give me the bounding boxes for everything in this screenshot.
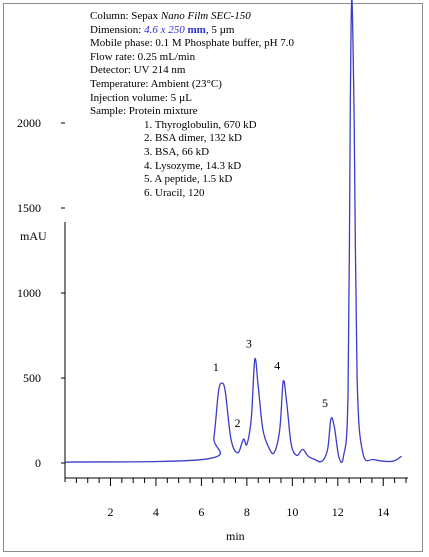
y-tick-label: 500 [23,371,41,385]
figure-frame [3,3,423,552]
dimension-value: 4.6 x 250 [144,23,185,36]
column-line: Column: Sepax Nano Film SEC-150 [90,10,294,24]
y-tick-label: 1500 [17,201,41,215]
temperature: Temperature: Ambient (23°C) [90,77,222,90]
y-tick-label: 0 [35,456,41,470]
y-tick-label: 1000 [17,286,41,300]
sample-item: 1. Thyroglobulin, 670 kD [144,118,257,131]
peak-label: 1 [213,360,219,374]
dimension-tail: , 5 µm [205,23,235,36]
sample-heading: Sample: Protein mixture [90,105,198,118]
x-tick-label: 2 [107,505,113,519]
sample-item: 5. A peptide, 1.5 kD [144,173,233,186]
series [64,0,402,463]
sample-item: 6. Uracil, 120 [144,186,205,199]
x-tick-label: 10 [286,505,298,519]
sample-item: 2. BSA dimer, 132 kD [144,132,242,145]
chromatogram-line [64,0,402,463]
peak-label: 4 [274,358,280,372]
peak-label: 2 [234,416,240,430]
peak-label: 3 [246,336,252,350]
x-tick-label: 4 [153,505,159,519]
dimension-line: Dimension: 4.6 x 250 mm, 5 µm [90,24,294,38]
x-tick-label: 14 [377,505,389,519]
flow-rate: Flow rate: 0.25 mL/min [90,50,196,63]
dimension-unit: mm [187,23,206,36]
mobile-phase: Mobile phase: 0.1 M Phosphate buffer, pH… [90,37,295,50]
axes: mAU min [20,222,408,543]
sample-item: 4. Lysozyme, 14.3 kD [144,159,242,172]
column-label: Column: Sepax [90,10,161,22]
peak-label: 5 [322,396,328,410]
dimension-label: Dimension: [90,23,145,36]
sample-item: 3. BSA, 66 kD [144,145,210,158]
y-axis-label: mAU [20,229,47,243]
x-axis-label: min [226,529,245,543]
detector: Detector: UV 214 nm [90,64,186,77]
column-name: Nano Film SEC-150 [160,10,251,22]
x-tick-label: 12 [332,505,344,519]
peak-labels: 123456 [213,336,328,430]
injection-volume: Injection volume: 5 µL [90,91,192,104]
method-info: Column: Sepax Nano Film SEC-150 Dimensio… [90,10,294,200]
y-tick-label: 2000 [17,116,41,130]
x-tick-label: 6 [198,505,204,519]
x-tick-label: 8 [244,505,250,519]
